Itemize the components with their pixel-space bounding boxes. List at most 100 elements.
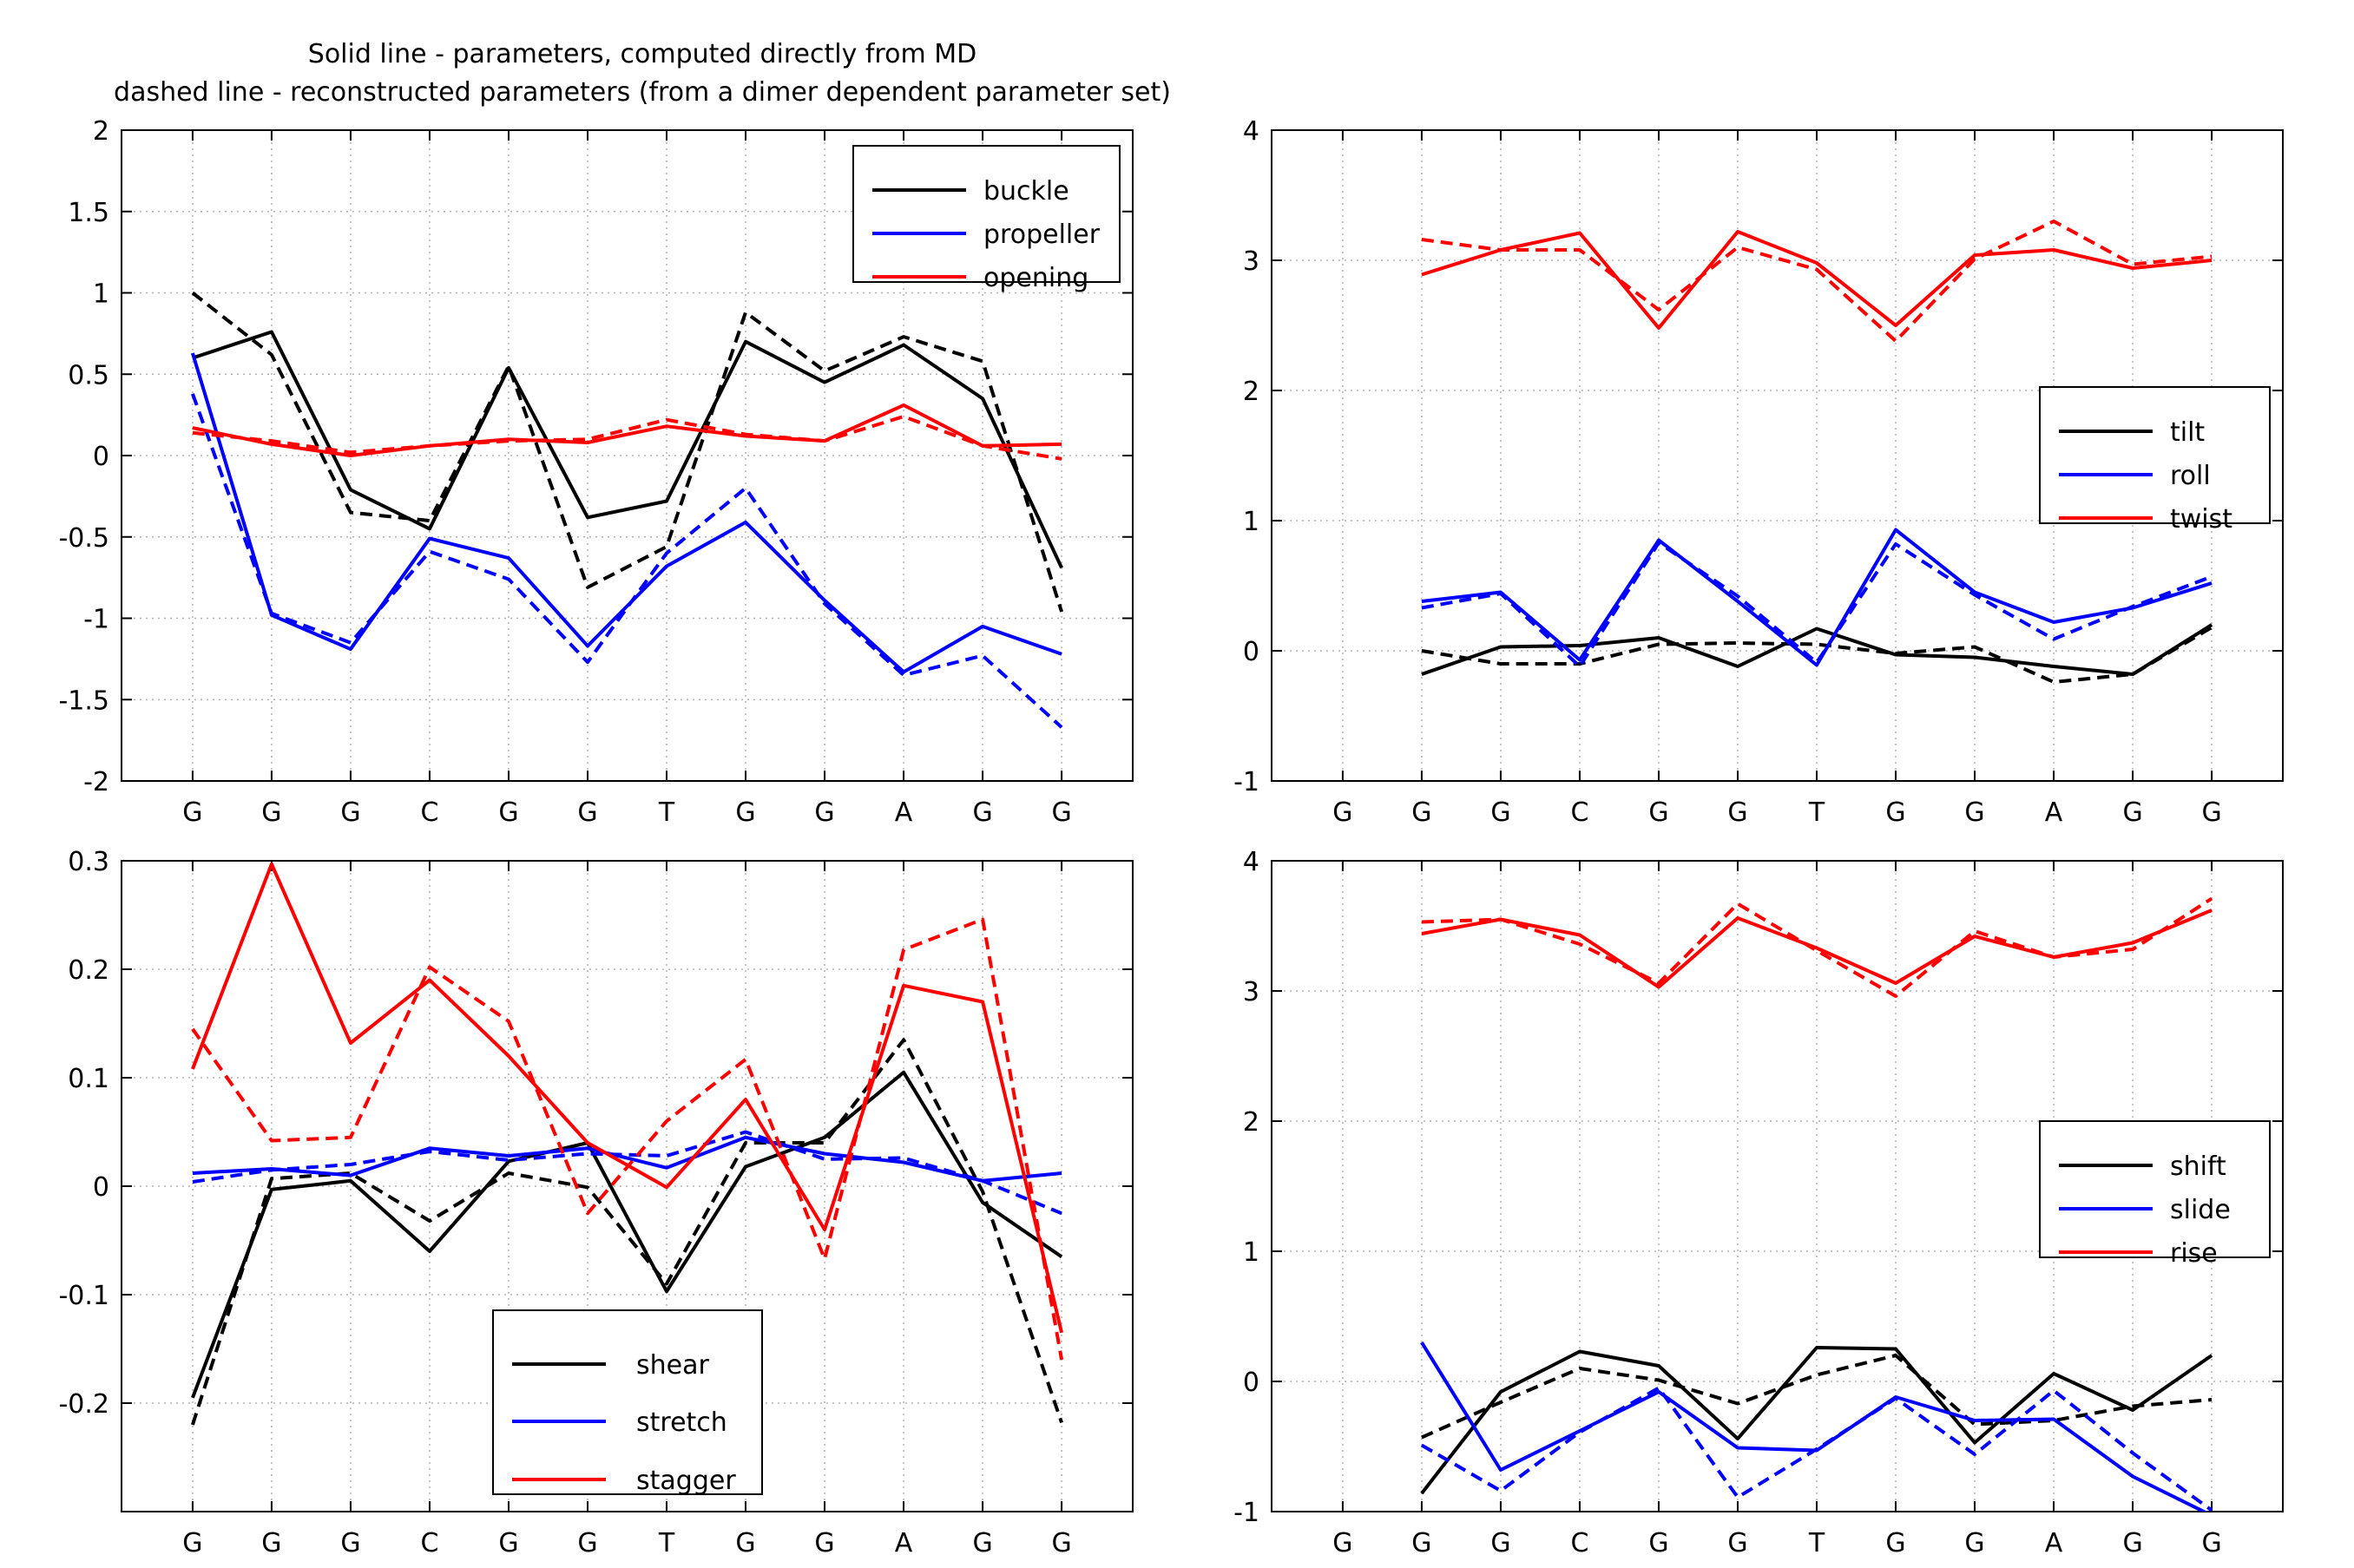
series-line-tilt-dashed: [1421, 626, 2213, 684]
y-tick-label: 3: [1243, 246, 1259, 277]
legend-label-shear: shear: [636, 1350, 709, 1381]
x-tick-label: G: [1490, 797, 1510, 828]
x-tick-label: T: [1808, 1528, 1825, 1558]
legend-label-slide: slide: [2170, 1195, 2231, 1225]
x-tick-label: G: [972, 797, 992, 828]
series-line-opening-dashed: [192, 415, 1062, 461]
x-tick-label: G: [498, 797, 518, 828]
x-tick-label: G: [972, 1528, 992, 1558]
y-tick-label: 1: [1243, 1237, 1259, 1268]
x-tick-label: C: [1570, 1528, 1588, 1558]
x-tick-label: G: [261, 1528, 281, 1558]
series-line-buckle-dashed: [191, 291, 1064, 613]
legend-label-stretch: stretch: [636, 1407, 727, 1438]
series-line-slide-solid: [1420, 1341, 2208, 1512]
y-tick-label: 0: [1243, 637, 1259, 667]
legend: buckle propeller opening: [852, 145, 1121, 293]
y-tick-label: 2: [1243, 377, 1259, 407]
x-tick-label: G: [1727, 1528, 1747, 1558]
series-line-stagger-dashed: [191, 917, 1064, 1361]
y-tick-label: 2: [93, 116, 109, 147]
x-tick-label: G: [1411, 1528, 1431, 1558]
legend-label-roll: roll: [2170, 461, 2211, 491]
series-line-rise-solid: [1421, 909, 2213, 989]
legend-label-rise: rise: [2170, 1238, 2218, 1269]
y-tick-label: 0.1: [68, 1064, 109, 1094]
legend-label-opening: opening: [983, 263, 1088, 293]
y-tick-label: 4: [1243, 116, 1259, 147]
y-tick-label: -1: [1233, 767, 1259, 797]
series-line-propeller-solid: [190, 352, 1062, 674]
legend-label-propeller: propeller: [983, 220, 1101, 250]
tick-marks: [1272, 860, 2283, 1512]
legend-label-twist: twist: [2170, 504, 2232, 535]
panel-base-pair-translations: G G G C G G T G G A G G -0.2 -0.1 0 0.1 0.2 0.3 shear stret…: [58, 847, 1134, 1558]
tick-marks: [122, 860, 1133, 1512]
y-tick-label: -1: [1233, 1498, 1259, 1528]
series-line-roll-solid: [1421, 528, 2213, 667]
x-tick-label: G: [735, 1528, 755, 1558]
figure-title-line-1: Solid line - parameters, computed direct…: [308, 39, 976, 69]
y-tick-label: 1.5: [68, 198, 109, 228]
y-tick-label: 4: [1243, 847, 1259, 877]
y-tick-label: 0.3: [68, 847, 109, 877]
x-tick-label: G: [1490, 1528, 1510, 1558]
series-line-twist-dashed: [1421, 220, 2213, 343]
x-tick-label: T: [658, 797, 675, 828]
x-tick-label: G: [1727, 797, 1747, 828]
x-tick-label: G: [2201, 1528, 2221, 1558]
x-tick-label: G: [261, 797, 281, 828]
y-tick-label: -0.2: [58, 1389, 109, 1420]
series-line-shift-solid: [1420, 1346, 2213, 1495]
x-tick-label: G: [1051, 1528, 1071, 1558]
x-tick-label: G: [1648, 1528, 1668, 1558]
series-line-tilt-solid: [1421, 623, 2213, 676]
y-tick-label: -1: [83, 605, 109, 635]
y-tick-label: -2: [83, 767, 109, 797]
x-tick-label: A: [2045, 1528, 2063, 1558]
series-line-stagger-solid: [191, 862, 1064, 1334]
panel-step-translations: G G G C G G T G G A G G -1 0 1 2 3 4 shift slide rise: [1233, 847, 2284, 1558]
y-tick-label: 1: [1243, 507, 1259, 537]
legend: shear stretch stagger: [492, 1309, 763, 1496]
x-tick-label: G: [735, 797, 755, 828]
series-line-buckle-solid: [192, 330, 1063, 569]
x-tick-label: G: [577, 797, 597, 828]
legend-label-shift: shift: [2170, 1151, 2226, 1182]
x-tick-label: C: [1570, 797, 1588, 828]
x-tick-label: G: [498, 1528, 518, 1558]
y-tick-label: 1: [93, 279, 109, 310]
y-tick-label: 0: [1243, 1368, 1259, 1398]
x-tick-label: G: [1964, 1528, 1984, 1558]
panel-step-rotations: G G G C G G T G G A G G -1 0 1 2 3 4 tilt roll twist: [1233, 116, 2284, 828]
legend-label-stagger: stagger: [636, 1466, 736, 1496]
x-tick-label: G: [182, 797, 202, 828]
panel-base-pair-rotations: G G G C G G T G G A G G -2 -1.5 -1 -0.5 0 0.5 1 1.5 2 buckle p…: [58, 116, 1134, 828]
axes-box: [1271, 129, 2284, 782]
y-tick-label: -0.5: [58, 523, 109, 554]
legend: shift slide rise: [2039, 1120, 2271, 1269]
grid: [1272, 130, 2283, 781]
tick-marks: [1272, 129, 2283, 782]
x-tick-label: G: [1885, 797, 1905, 828]
legend: tilt roll twist: [2039, 386, 2271, 535]
x-tick-label: A: [895, 1528, 913, 1558]
series-line-opening-solid: [192, 403, 1062, 457]
y-tick-label: 0: [93, 442, 109, 472]
x-tick-label: A: [2045, 797, 2063, 828]
x-tick-label: G: [577, 1528, 597, 1558]
x-tick-label: G: [1648, 797, 1668, 828]
y-tick-label: 3: [1243, 977, 1259, 1007]
series-line-rise-dashed: [1421, 896, 2213, 998]
y-tick-label: -0.1: [58, 1281, 109, 1311]
x-tick-label: G: [2122, 797, 2142, 828]
series-line-roll-dashed: [1421, 541, 2213, 668]
legend-label-buckle: buckle: [983, 176, 1069, 207]
x-tick-label: G: [2201, 797, 2221, 828]
x-tick-label: G: [1332, 1528, 1352, 1558]
series-line-stretch-solid: [192, 1135, 1062, 1183]
x-tick-label: G: [1964, 797, 1984, 828]
axes-box: [1271, 860, 2284, 1512]
y-tick-label: 0.5: [68, 360, 109, 390]
